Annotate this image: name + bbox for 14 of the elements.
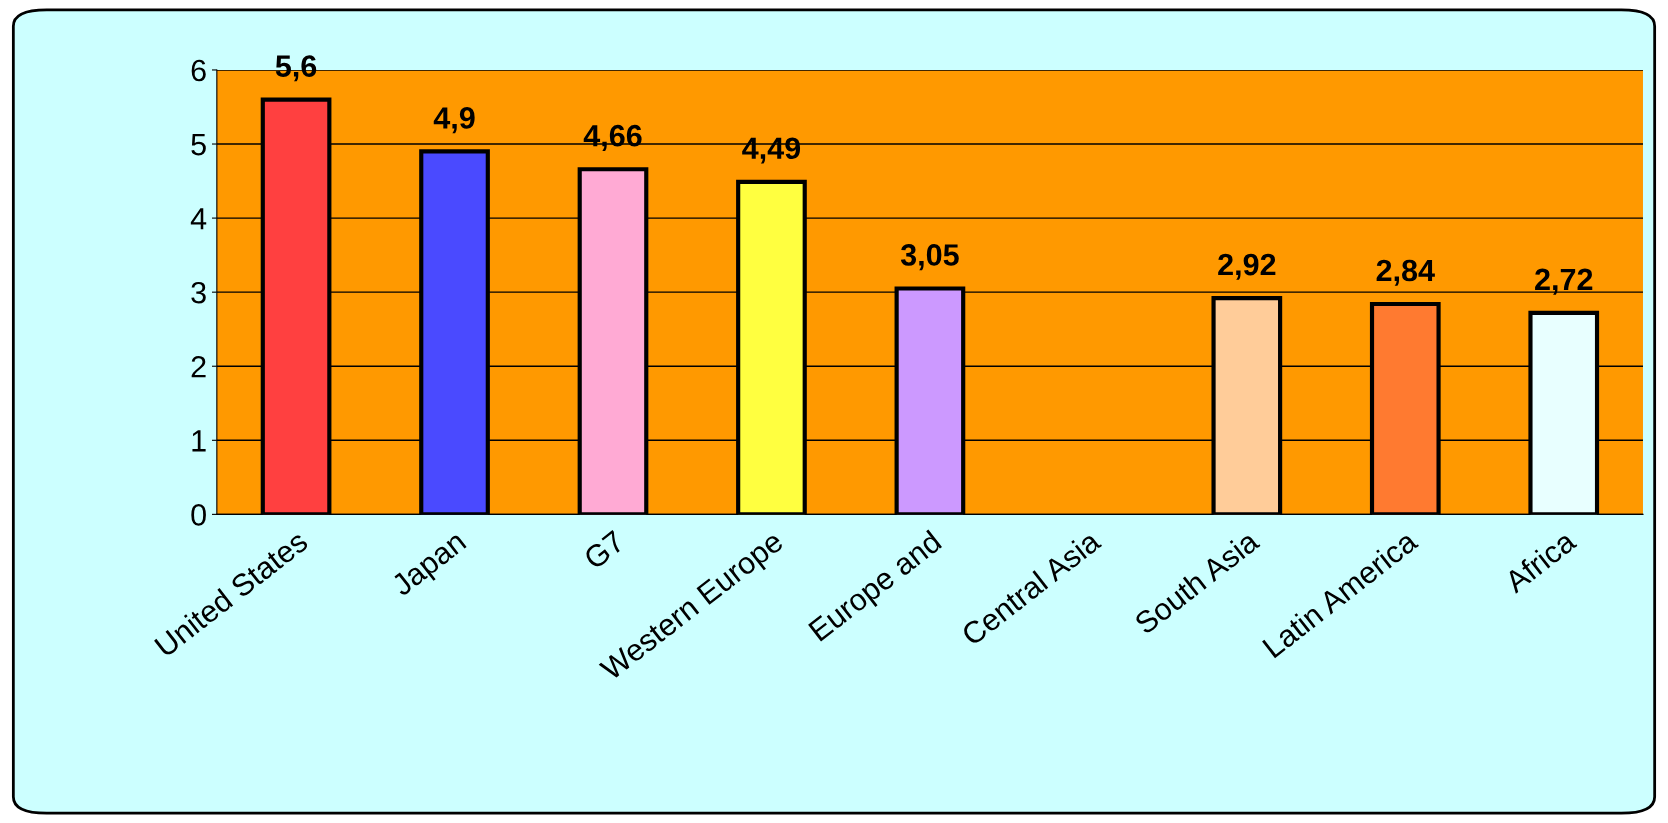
y-tick-label: 3: [191, 281, 206, 304]
y-tick-label: 1: [192, 430, 206, 452]
data-label: 2,72: [1535, 268, 1593, 295]
data-label: 4,9: [433, 107, 475, 134]
y-tick-label: 2: [191, 355, 206, 378]
data-label: 2,92: [1218, 253, 1276, 280]
data-label: 4,49: [742, 137, 801, 164]
y-tick-label: 5: [191, 134, 206, 156]
data-label: 3,05: [900, 244, 959, 271]
y-tick-label: 4: [190, 208, 207, 230]
x-tick-label: G7: [582, 529, 626, 571]
y-tick-label: 6: [191, 59, 206, 82]
data-label: 2,84: [1376, 259, 1435, 286]
y-tick-label: 0: [191, 504, 206, 526]
